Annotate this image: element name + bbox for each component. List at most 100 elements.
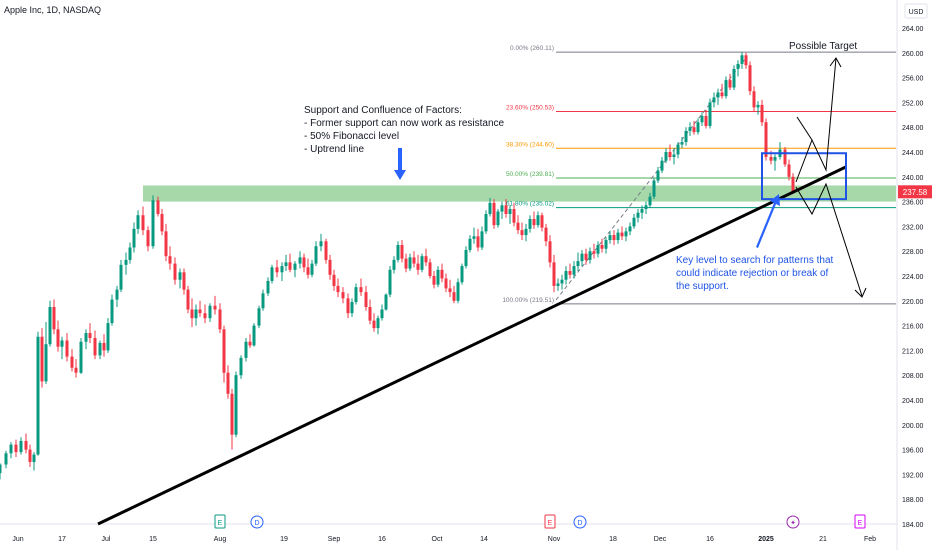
candle <box>266 277 270 296</box>
candle <box>74 359 78 378</box>
price-axis[interactable]: 264.00 260.00 256.00 252.00 248.00 244.00 240.… <box>902 26 924 529</box>
event-marker[interactable]: D <box>250 515 264 529</box>
price-tick-label: 188.00 <box>902 497 924 504</box>
candle <box>110 294 114 326</box>
candle-body <box>392 259 396 270</box>
event-marker[interactable]: ✦ <box>786 515 800 529</box>
candle <box>732 65 736 90</box>
candle-body <box>252 325 256 346</box>
candle <box>783 147 787 167</box>
candle <box>388 266 392 298</box>
candle <box>456 278 460 304</box>
time-axis[interactable]: Jun 17 Jul 15 Aug 19 Sep 16 Oct 14 Nov 18 Dec 16 2025 2… <box>12 536 876 543</box>
candle <box>600 238 604 253</box>
candle <box>520 222 524 241</box>
candle <box>364 285 368 311</box>
candle-body <box>520 230 524 236</box>
time-tick-label: Oct <box>432 536 443 543</box>
candle-body <box>354 287 358 303</box>
candle-body <box>540 215 544 228</box>
candle-body <box>332 274 336 286</box>
candle-body <box>532 218 536 226</box>
candle <box>684 127 688 146</box>
candle-body <box>576 261 580 267</box>
event-marker[interactable]: E <box>854 514 866 529</box>
candle <box>756 101 760 115</box>
currency-button[interactable] <box>904 3 928 19</box>
candle <box>230 388 234 450</box>
price-tick-label: 252.00 <box>902 100 924 107</box>
candle-body <box>764 122 768 157</box>
candle <box>368 299 372 325</box>
candle <box>156 196 160 217</box>
price-tick-label: 220.00 <box>902 299 924 306</box>
bullish-path-arrow <box>795 57 837 183</box>
candle-body <box>536 215 540 226</box>
support-note-line-1: Support and Confluence of Factors: <box>304 105 462 116</box>
candle <box>248 334 252 348</box>
candle-body <box>708 102 712 126</box>
candle <box>98 340 102 360</box>
event-marker[interactable]: D <box>573 515 587 529</box>
candle <box>359 278 363 296</box>
candle-body <box>704 116 708 126</box>
candle <box>9 442 13 459</box>
candle <box>744 52 748 69</box>
last-price-badge <box>898 185 932 199</box>
candle <box>632 214 636 229</box>
candle-body <box>688 127 692 131</box>
candle-body <box>79 341 83 373</box>
candle <box>173 257 177 285</box>
event-markers[interactable]: E D E D ✦ E <box>214 514 866 529</box>
candle-body <box>656 170 660 181</box>
candle-body <box>760 104 764 123</box>
candle <box>572 261 576 279</box>
candle-body <box>787 164 791 177</box>
key-note-line-1: Key level to search for patterns that <box>676 255 834 266</box>
candle <box>182 268 186 295</box>
candle-body <box>700 116 704 123</box>
candle-body <box>239 357 243 376</box>
support-note-line-4: - Uptrend line <box>304 144 364 155</box>
candle <box>528 215 532 233</box>
event-marker[interactable]: E <box>544 514 556 529</box>
candle <box>564 266 568 285</box>
candle-body <box>740 55 744 64</box>
candle-body <box>119 264 123 290</box>
candle-body <box>65 340 69 357</box>
candle-body <box>628 226 632 232</box>
candle-body <box>608 235 612 241</box>
fibonacci-retracement[interactable]: 0.00% (260.11) 23.60% (250.53) 38.30% (244… <box>502 45 896 305</box>
candle <box>178 268 182 289</box>
candle-body <box>319 241 323 247</box>
candle <box>468 235 472 253</box>
candle <box>136 210 140 234</box>
candle <box>648 192 652 208</box>
key-level-box[interactable] <box>761 152 847 201</box>
candle-body <box>182 272 186 290</box>
candle-body <box>548 241 552 263</box>
candle <box>512 202 516 227</box>
candle <box>88 323 92 343</box>
bullish-arrowhead <box>829 57 842 68</box>
candle <box>218 303 222 334</box>
candle <box>56 320 60 352</box>
candle <box>773 154 777 171</box>
candle-body <box>376 318 380 329</box>
candle-body <box>350 302 354 314</box>
uptrend-line[interactable] <box>97 165 847 526</box>
candle-body <box>596 245 600 254</box>
candle-body <box>110 299 114 324</box>
candle-body <box>244 341 248 358</box>
candle-body <box>346 298 350 314</box>
candle-body <box>592 251 596 254</box>
candle <box>28 444 32 467</box>
candle-body <box>88 333 92 338</box>
candle <box>280 262 284 281</box>
time-tick-label: Jul <box>102 536 111 543</box>
candle-body <box>384 294 388 310</box>
event-marker[interactable]: E <box>214 514 226 529</box>
candle <box>728 73 732 90</box>
